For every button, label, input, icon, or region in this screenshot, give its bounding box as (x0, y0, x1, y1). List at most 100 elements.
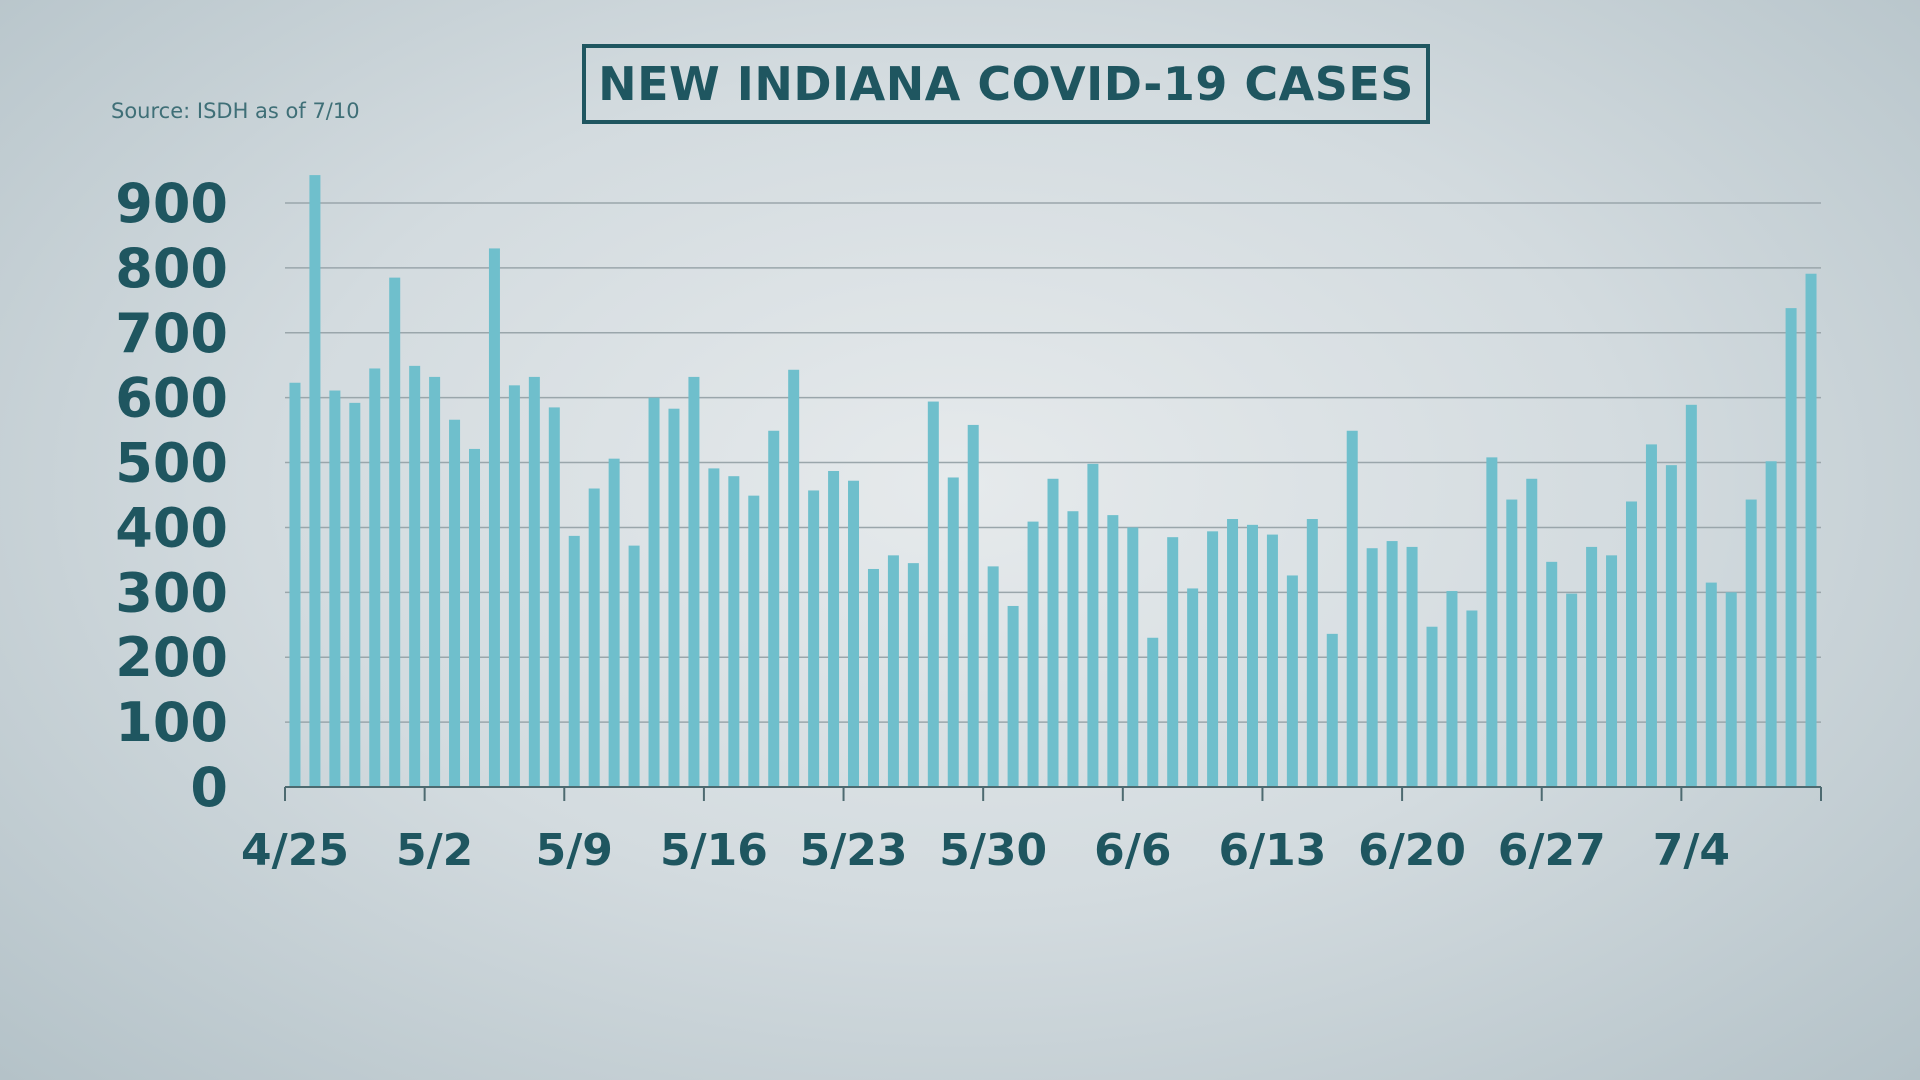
bar (688, 376, 700, 787)
bar (848, 480, 860, 787)
bar (1526, 478, 1538, 787)
bar (867, 568, 879, 787)
bar (768, 430, 780, 787)
bar (1187, 588, 1199, 787)
y-tick-label: 600 (115, 367, 228, 430)
bar (528, 376, 540, 787)
bar (1506, 499, 1518, 787)
y-tick-label: 300 (115, 561, 228, 624)
bar (1406, 546, 1418, 787)
bar (708, 468, 720, 787)
bar (1266, 534, 1278, 787)
x-tick-label: 5/16 (660, 825, 768, 876)
x-tick-label: 5/2 (396, 825, 473, 876)
bar (748, 495, 760, 787)
bar (469, 448, 481, 787)
bar (1785, 308, 1797, 787)
chart-title: NEW INDIANA COVID-19 CASES (582, 44, 1430, 124)
bar (1665, 465, 1677, 787)
bar (887, 555, 899, 787)
bar (1326, 633, 1338, 787)
bar (1306, 519, 1318, 787)
bar (1386, 541, 1398, 787)
bar (728, 476, 740, 787)
bar (1745, 499, 1757, 787)
bar (409, 365, 421, 787)
bar (1486, 457, 1498, 787)
bar (1366, 548, 1378, 787)
x-tick-label: 6/27 (1498, 825, 1606, 876)
bar (668, 408, 680, 787)
bar (1805, 273, 1817, 787)
bar (1765, 461, 1777, 787)
bar (628, 545, 640, 787)
x-tick-label: 7/4 (1653, 825, 1730, 876)
x-tick-label: 4/25 (241, 825, 349, 876)
bar (389, 277, 401, 787)
bar (967, 424, 979, 787)
y-tick-label: 400 (115, 496, 228, 559)
bar (329, 390, 341, 787)
bar (1725, 592, 1737, 787)
bar (1007, 605, 1019, 787)
y-tick-label: 100 (115, 691, 228, 754)
y-tick-label: 200 (115, 626, 228, 689)
bar (1466, 610, 1478, 787)
bar (1566, 593, 1578, 787)
bar (1606, 555, 1618, 787)
bar (1346, 430, 1358, 787)
bar (1625, 501, 1637, 787)
bar (608, 458, 620, 787)
x-tick-label: 5/23 (800, 825, 908, 876)
bar (1047, 478, 1059, 787)
bar (289, 382, 301, 787)
bar (808, 490, 820, 787)
bar (1227, 519, 1239, 787)
bar (987, 566, 999, 787)
y-tick-label: 700 (115, 302, 228, 365)
bar (1705, 582, 1717, 787)
x-tick-label: 6/20 (1358, 825, 1466, 876)
bar (1147, 637, 1159, 787)
bar (1127, 527, 1139, 787)
bar (1586, 546, 1598, 787)
x-tick-label: 5/30 (939, 825, 1047, 876)
bar (828, 470, 840, 787)
bar (568, 535, 580, 787)
bar (947, 477, 959, 787)
x-tick-label: 6/13 (1218, 825, 1326, 876)
bar (369, 368, 381, 787)
bar (1246, 524, 1258, 787)
bar (508, 385, 520, 787)
bar (1685, 404, 1697, 787)
bar (1067, 511, 1079, 787)
source-note: Source: ISDH as of 7/10 (111, 99, 360, 123)
bar (349, 402, 361, 787)
bar (1167, 537, 1179, 787)
bar (1645, 444, 1657, 787)
bar (1027, 521, 1039, 787)
bar (588, 488, 600, 787)
y-tick-label: 0 (190, 756, 228, 819)
bar (1446, 591, 1458, 787)
bar (648, 397, 660, 787)
y-tick-label: 900 (115, 172, 228, 235)
bar (309, 175, 321, 787)
bar (907, 563, 919, 787)
bar (1286, 575, 1298, 787)
bar (1426, 626, 1438, 787)
bar (429, 376, 441, 787)
bar (488, 248, 500, 787)
bar (449, 419, 461, 787)
bar (788, 369, 800, 787)
x-tick-label: 5/9 (536, 825, 613, 876)
bar (1087, 463, 1099, 787)
bar (1107, 515, 1119, 787)
x-tick-label: 6/6 (1094, 825, 1171, 876)
bar (927, 401, 939, 787)
bar (548, 407, 560, 787)
bar (1546, 561, 1558, 787)
y-tick-label: 800 (115, 237, 228, 300)
bar (1207, 531, 1219, 787)
